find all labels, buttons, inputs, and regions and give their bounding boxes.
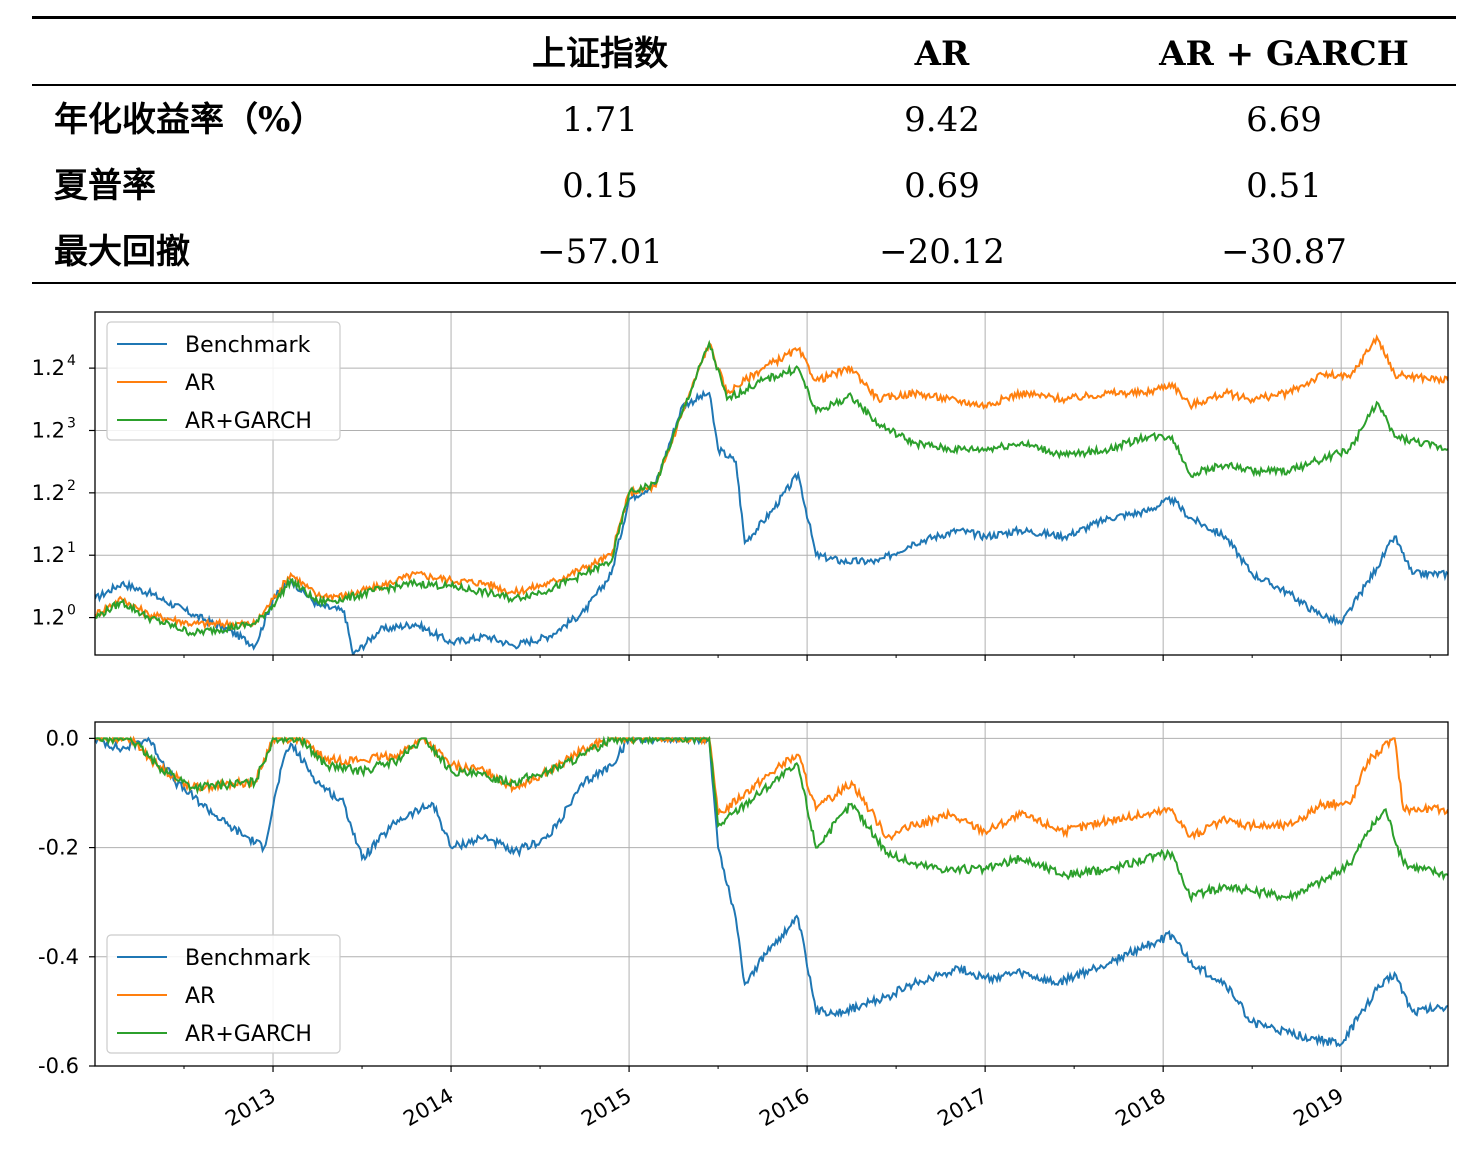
legend-box [106,321,341,441]
legend: Benchmark AR AR+GARCH [106,321,341,441]
y-tick-exponent: 2 [67,478,76,494]
table-cell: −30.87 [1221,232,1347,272]
y-tick-label: 1.2 [32,606,65,630]
chart-panel-2: 2013 2014 2015 2016 2017 2018 2019 0.0 -0.2 -0.4 -… [38,721,1449,1132]
table-row-label-max-drawdown: 最大回撤 [54,232,190,272]
plot-frame [94,311,1449,656]
table-cell: 6.69 [1246,100,1322,140]
series-line-benchmark [95,736,1448,1048]
table-cell: 9.42 [904,100,980,140]
table-col-header-sse: 上证指数 [532,34,668,74]
legend: Benchmark AR AR+GARCH [106,934,341,1054]
table-header-rule [32,84,1456,86]
x-tick-label: 2014 [399,1084,457,1132]
y-tick-exponent: 1 [67,540,76,556]
table-row-label-sharpe: 夏普率 [54,166,156,206]
table-cell: −57.01 [537,232,663,272]
legend-box [106,934,341,1054]
series-line-ar-garch [95,339,1448,637]
table-cell: 0.15 [562,166,638,206]
y-tick-label: -0.2 [38,836,79,860]
x-tick-label: 2013 [221,1084,279,1132]
y-tick-exponent: 3 [67,415,76,431]
y-tick-label: 1.2 [32,543,65,567]
x-tick-label: 2019 [1289,1084,1347,1132]
y-tick-label: 1.2 [32,481,65,505]
legend-label: AR+GARCH [185,1022,312,1047]
legend-label: AR+GARCH [185,409,312,434]
y-tick-exponent: 4 [67,353,76,369]
table-cell: 0.51 [1246,166,1322,206]
x-tick-label: 2018 [1111,1084,1169,1132]
series-line-benchmark [95,389,1448,655]
legend-label: Benchmark [185,333,311,358]
y-tick-label: 1.2 [32,418,65,442]
table-cell: −20.12 [879,232,1005,272]
series-line-ar [95,735,1448,842]
table-cell: 0.69 [904,166,980,206]
table-bottom-rule [32,282,1456,284]
legend-label: Benchmark [185,946,311,971]
table-col-header-ar-garch: AR + GARCH [1159,34,1409,74]
legend-label: AR [185,371,215,396]
y-tick-label: -0.4 [38,945,79,969]
y-tick-label: 0.0 [46,726,79,750]
plot-frame [94,721,1449,1067]
x-tick-label: 2017 [933,1084,991,1132]
y-tick-exponent: 0 [67,603,76,619]
series-line-ar-garch [95,735,1448,904]
legend-label: AR [185,984,215,1009]
table-col-header-ar: AR [914,34,970,74]
x-tick-label: 2016 [755,1084,813,1132]
x-tick-label: 2015 [577,1084,635,1132]
table-row-label-annual-return: 年化收益率（%） [54,100,325,140]
table-cell: 1.71 [562,100,638,140]
y-tick-label: 1.2 [32,356,65,380]
table-top-rule [32,16,1456,19]
y-tick-label: -0.6 [38,1054,79,1078]
